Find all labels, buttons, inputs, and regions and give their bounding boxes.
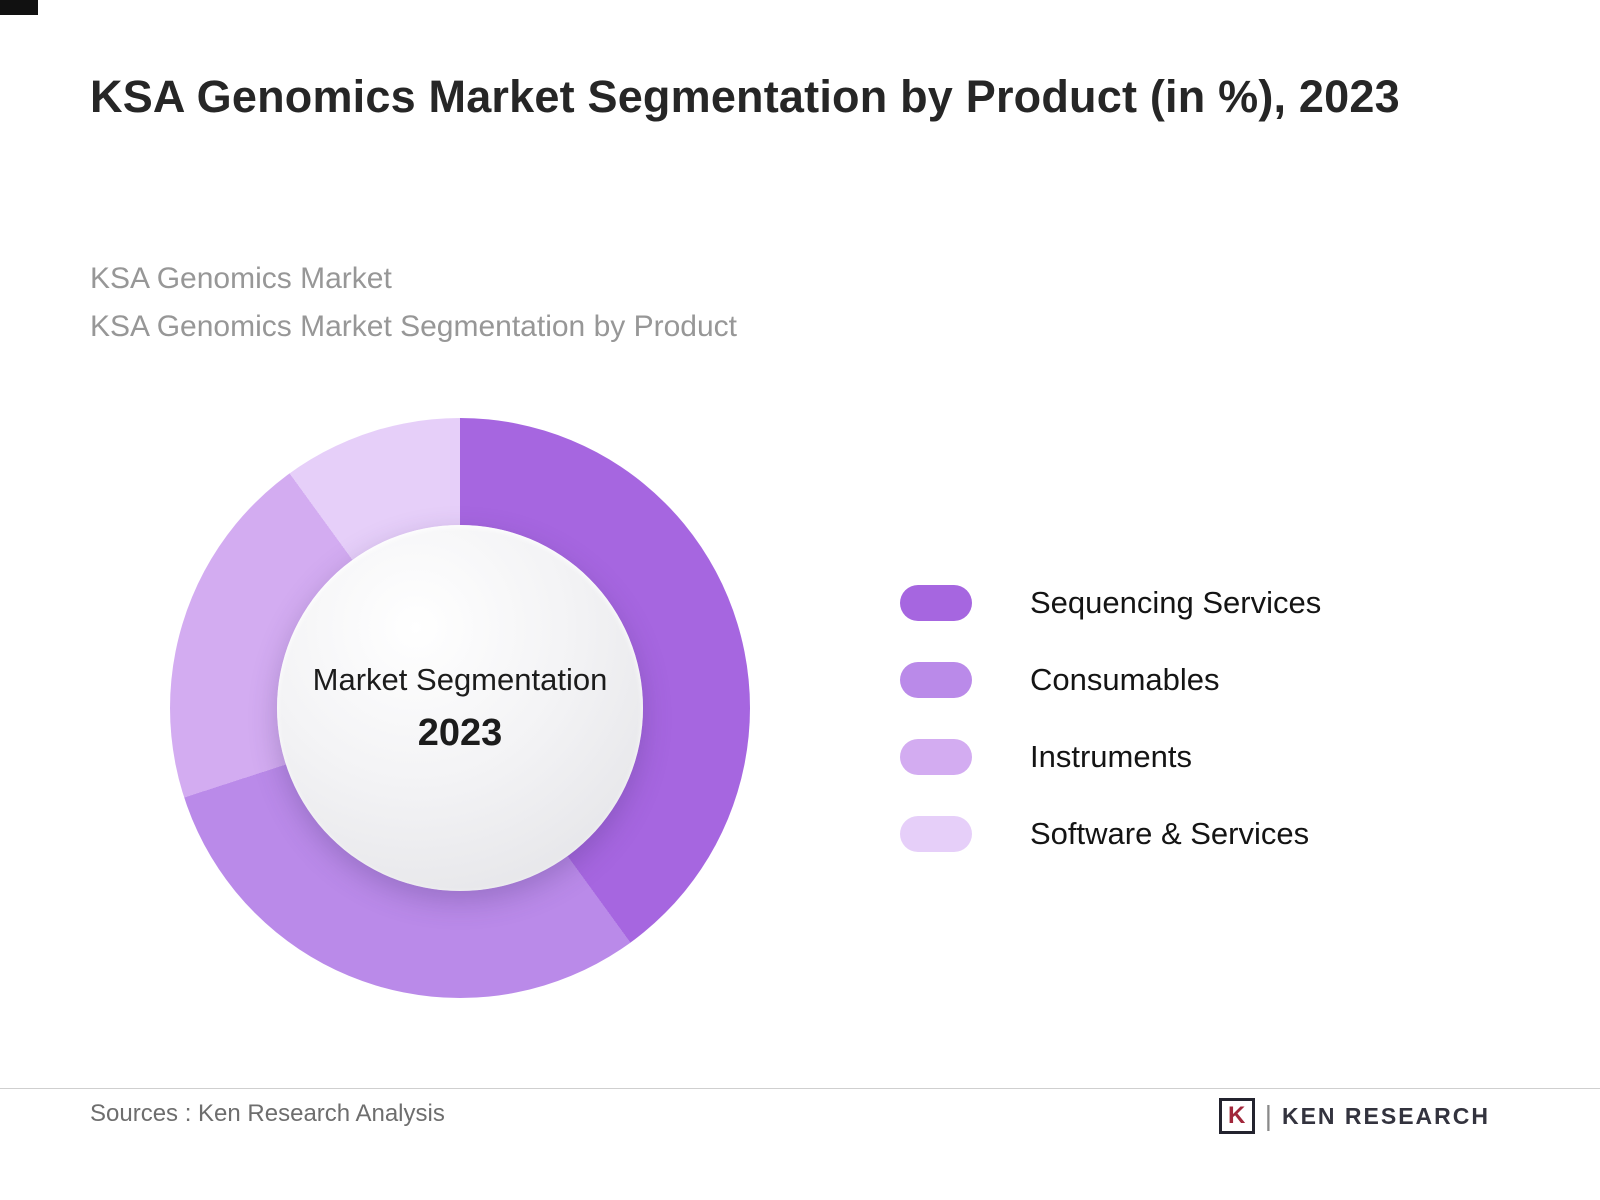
footer-divider — [0, 1088, 1600, 1089]
brand-logo-separator: | — [1264, 1100, 1272, 1131]
subtitle-line-1: KSA Genomics Market — [90, 262, 392, 295]
legend-label: Software & Services — [1030, 816, 1310, 851]
legend-swatch — [900, 739, 972, 775]
legend-label: Sequencing Services — [1030, 585, 1322, 620]
legend-item: Instruments — [900, 739, 1321, 775]
donut-center: Market Segmentation 2023 — [277, 525, 643, 891]
legend: Sequencing Services Consumables Instrument… — [900, 585, 1321, 852]
legend-item: Software & Services — [900, 816, 1321, 852]
legend-item: Sequencing Services — [900, 585, 1321, 621]
legend-label: Consumables — [1030, 662, 1220, 697]
brand-logo-name: KEN RESEARCH — [1281, 1102, 1490, 1129]
donut-center-year: 2023 — [417, 711, 503, 754]
legend-swatch — [900, 662, 972, 698]
corner-mark — [0, 0, 38, 15]
subtitle-line-2: KSA Genomics Market Segmentation by Prod… — [90, 310, 737, 343]
donut-center-label: Market Segmentation — [312, 661, 608, 697]
legend-label: Instruments — [1030, 739, 1192, 774]
page-title: KSA Genomics Market Segmentation by Prod… — [90, 71, 1400, 122]
header: KSA Genomics Market Segmentation by Prod… — [90, 62, 1510, 132]
source-text: Sources : Ken Research Analysis — [90, 1100, 445, 1127]
subtitles: KSA Genomics Market KSA Genomics Market … — [90, 255, 737, 351]
brand-logo-icon: K — [1218, 1098, 1255, 1134]
legend-swatch — [900, 816, 972, 852]
brand-logo: K | KEN RESEARCH — [1218, 1098, 1490, 1134]
legend-item: Consumables — [900, 662, 1321, 698]
legend-swatch — [900, 585, 972, 621]
